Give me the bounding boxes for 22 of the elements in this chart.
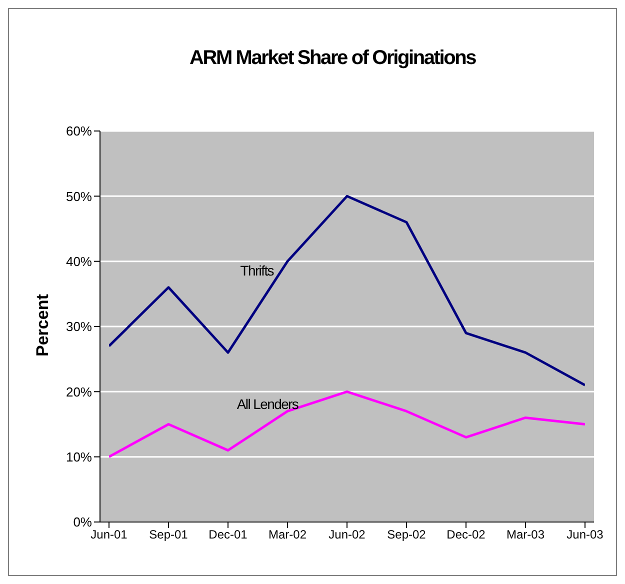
x-tick-label: Jun-01 xyxy=(90,528,128,542)
x-tick-label: Mar-03 xyxy=(506,528,545,542)
x-tick-label: Sep-02 xyxy=(387,528,426,542)
y-tick-label: 40% xyxy=(66,254,92,269)
chart-title: ARM Market Share of Originations xyxy=(188,46,477,70)
x-tick-label: Jun-03 xyxy=(566,528,604,542)
line-series xyxy=(109,390,585,458)
y-tick-label: 0% xyxy=(73,514,92,530)
line-series xyxy=(109,194,585,386)
y-tick-label: 50% xyxy=(66,188,92,204)
series-label: All Lenders xyxy=(236,396,299,412)
x-tick-label: Jun-02 xyxy=(328,528,366,542)
x-tick-label: Dec-02 xyxy=(446,528,486,542)
x-tick-label: Mar-02 xyxy=(268,528,307,542)
y-axis-title: Percent xyxy=(33,294,52,356)
x-tick-label: Dec-01 xyxy=(208,528,248,542)
y-tick-label: 20% xyxy=(66,384,92,400)
y-tick-label: 60% xyxy=(66,124,92,139)
y-tick-label: 10% xyxy=(66,449,92,464)
series-label: Thrifts xyxy=(240,262,274,278)
x-tick-label: Sep-01 xyxy=(149,528,188,542)
y-tick-label: 30% xyxy=(66,319,92,334)
